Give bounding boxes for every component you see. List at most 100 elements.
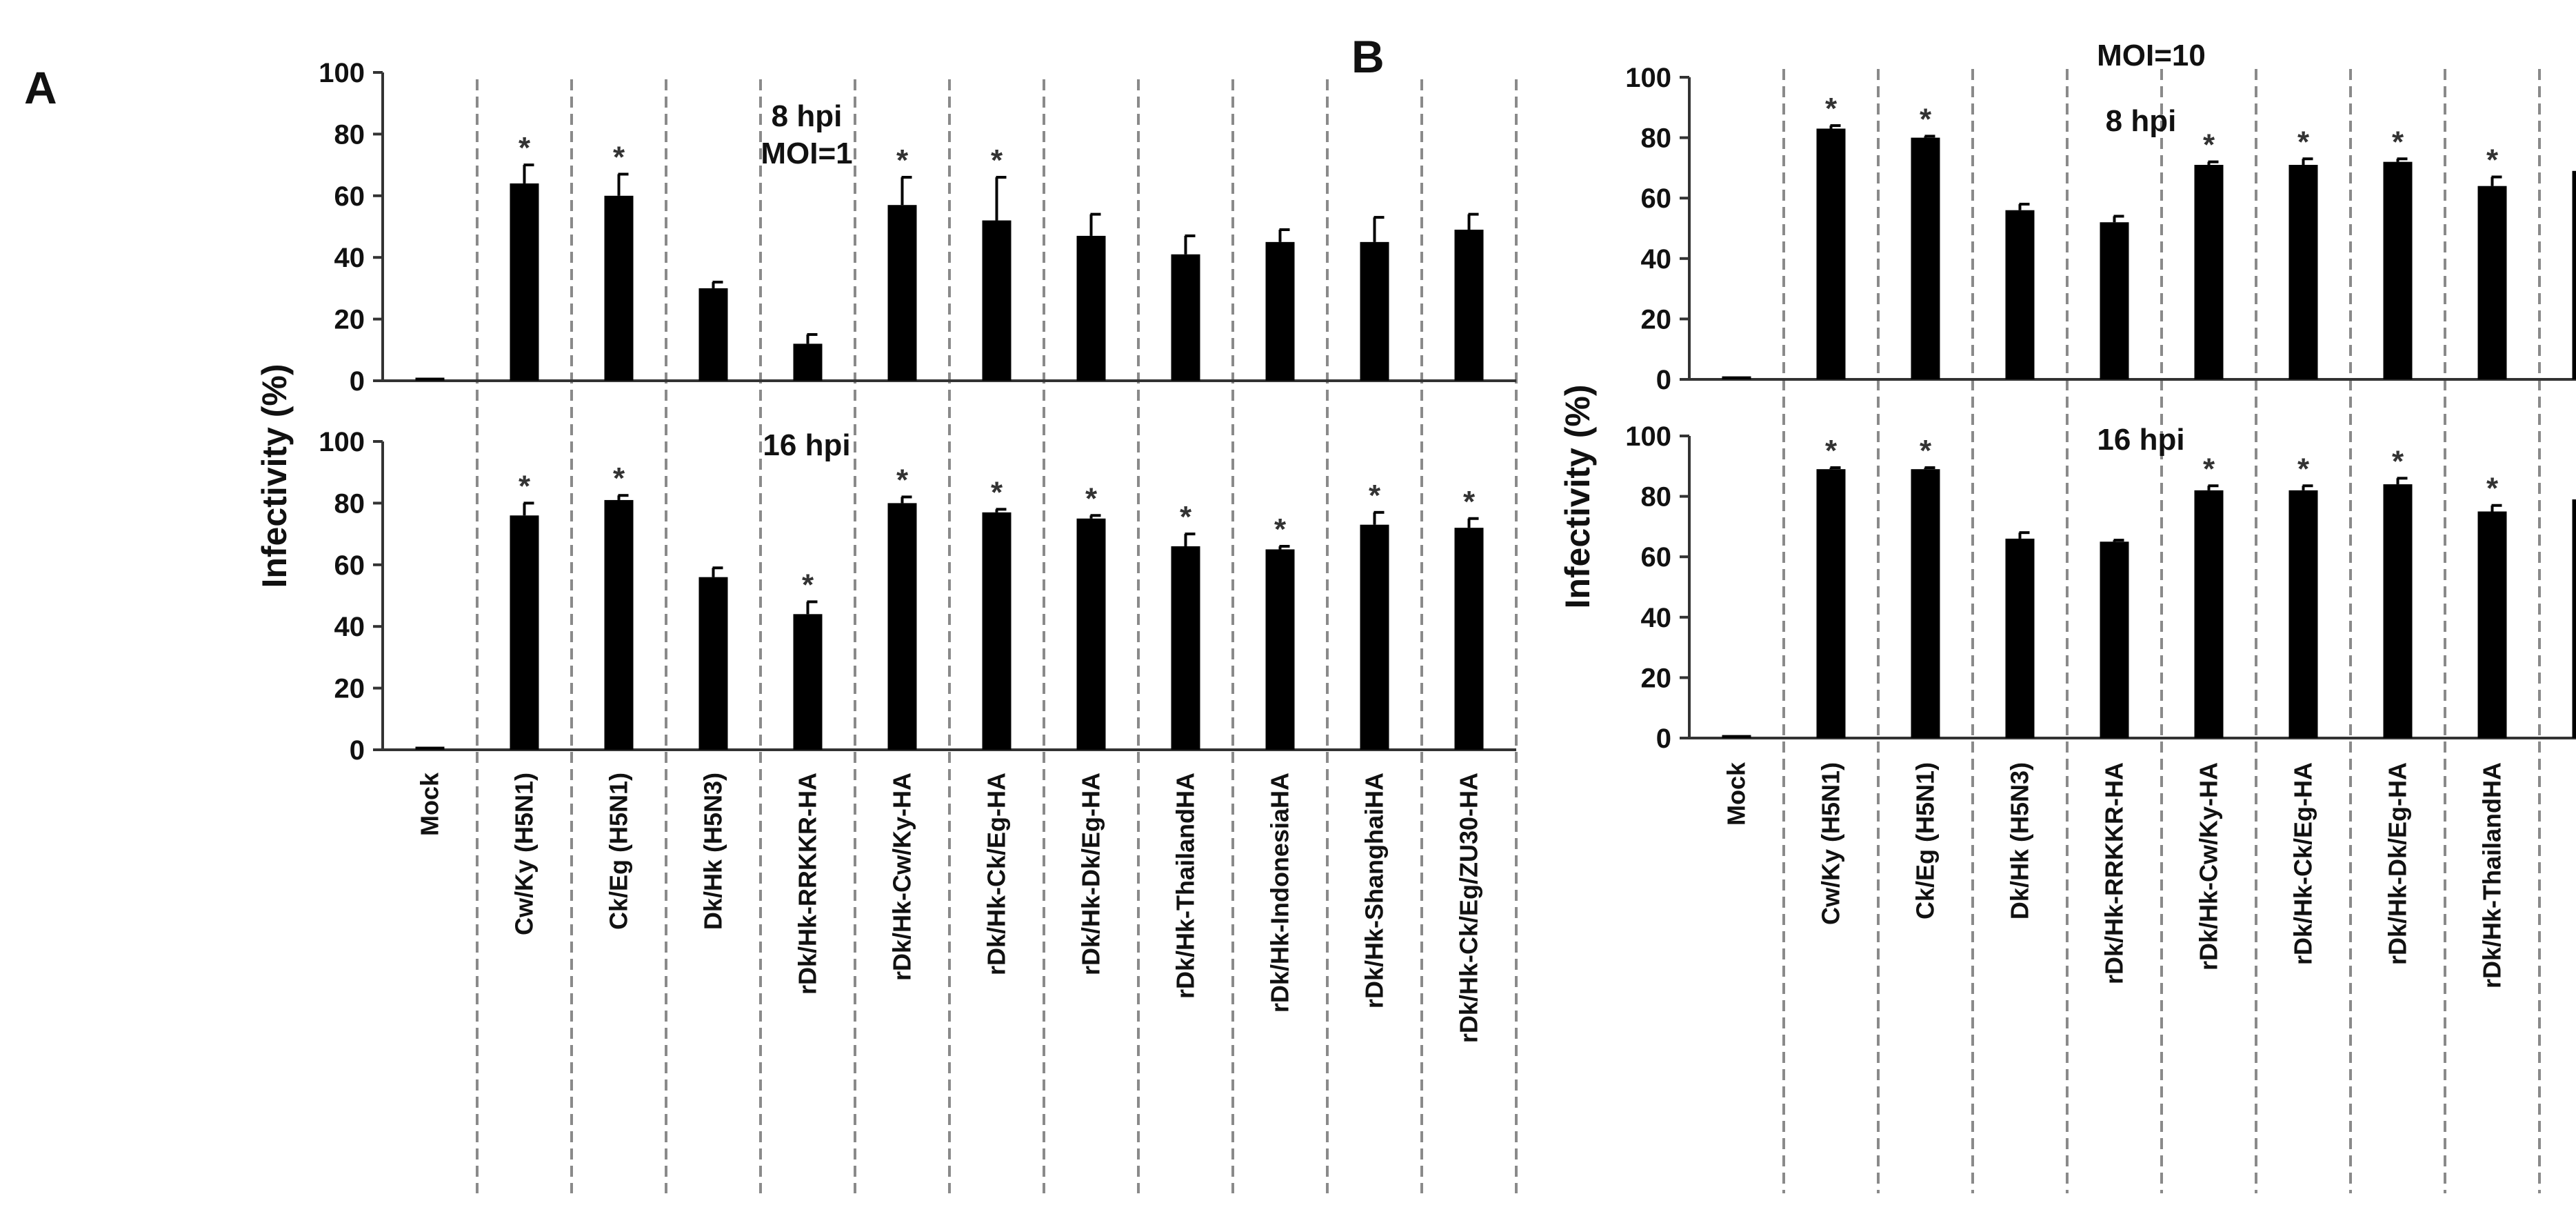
significance-star-sub-0-1: * xyxy=(519,131,531,165)
category-label-a-5: rDk/Hk-Cw/Ky-HA xyxy=(888,773,916,981)
bar-sub-2-3 xyxy=(2005,210,2035,379)
y-tick-label-sub-2-1: 20 xyxy=(1641,304,1672,335)
category-label-b-0: Mock xyxy=(1722,762,1751,826)
bar-sub-0-10 xyxy=(1360,241,1389,381)
bar-sub-0-0 xyxy=(415,377,445,381)
bar-sub-1-3 xyxy=(698,577,728,750)
subplot-a-16hpi: 0 20 40 60 80 100 16 hpi * * * * * * * * * * xyxy=(319,427,1516,766)
y-tick-label-sub-3-1: 20 xyxy=(1641,663,1672,693)
bar-sub-3-6 xyxy=(2288,490,2318,738)
significance-star-sub-1-9: * xyxy=(1274,513,1287,546)
significance-star-sub-1-8: * xyxy=(1180,500,1192,534)
bar-sub-0-3 xyxy=(698,288,728,381)
y-tick-label-sub-1-3: 60 xyxy=(334,550,365,581)
subplot-label-sub-0: 8 hpi xyxy=(772,99,843,133)
category-label-b-6: rDk/Hk-Ck/Eg-HA xyxy=(2289,762,2317,965)
moi-label-a: MOI=1 xyxy=(761,137,852,170)
panel-a: Infectivity (%) Mock Cw/Ky (H5N1) Ck/Eg (H… xyxy=(255,79,1518,1193)
y-tick-label-sub-2-0: 0 xyxy=(1656,365,1671,395)
bar-sub-2-9 xyxy=(2572,170,2576,379)
significance-star-sub-3-8: * xyxy=(2486,472,2499,506)
bar-sub-1-7 xyxy=(1076,518,1106,750)
bar-sub-2-5 xyxy=(2194,165,2224,379)
bar-sub-0-2 xyxy=(604,195,634,381)
bar-sub-3-4 xyxy=(2100,541,2129,738)
y-tick-label-sub-1-4: 80 xyxy=(334,488,365,519)
bar-sub-2-6 xyxy=(2288,165,2318,379)
panel-a-category-labels: Mock Cw/Ky (H5N1) Ck/Eg (H5N1) Dk/Hk (H5N3)… xyxy=(416,772,1483,1043)
bar-sub-1-6 xyxy=(982,512,1012,750)
panel-label-a: A xyxy=(24,62,57,113)
significance-star-sub-1-1: * xyxy=(519,469,531,503)
category-label-a-3: Dk/Hk (H5N3) xyxy=(699,773,727,930)
significance-star-sub-2-5: * xyxy=(2203,128,2215,162)
y-tick-label-sub-1-1: 20 xyxy=(334,674,365,704)
significance-star-sub-2-1: * xyxy=(1825,92,1838,126)
category-label-a-9: rDk/Hk-IndonesiaHA xyxy=(1266,773,1294,1013)
bar-sub-1-2 xyxy=(604,499,634,750)
bar-sub-2-0 xyxy=(1722,376,1751,379)
bar-sub-3-9 xyxy=(2572,499,2576,738)
category-label-a-10: rDk/Hk-ShanghaiHA xyxy=(1360,773,1389,1008)
y-tick-label-sub-2-4: 80 xyxy=(1641,123,1672,154)
significance-star-sub-1-5: * xyxy=(896,463,909,497)
bar-sub-2-7 xyxy=(2383,161,2413,379)
category-label-b-5: rDk/Hk-Cw/Ky-HA xyxy=(2195,762,2223,971)
y-tick-label-sub-0-2: 40 xyxy=(334,243,365,273)
category-label-b-7: rDk/Hk-Dk/Eg-HA xyxy=(2384,762,2412,965)
moi-label-b: MOI=10 xyxy=(2097,39,2206,72)
significance-star-sub-3-7: * xyxy=(2392,444,2404,478)
significance-star-sub-1-2: * xyxy=(613,461,625,495)
y-tick-label-sub-0-5: 100 xyxy=(319,58,365,88)
significance-star-sub-3-1: * xyxy=(1825,434,1838,468)
y-tick-label-sub-1-0: 0 xyxy=(350,735,365,766)
y-tick-label-sub-1-2: 40 xyxy=(334,612,365,642)
panel-a-separators xyxy=(476,79,1518,1193)
category-label-a-0: Mock xyxy=(416,772,444,836)
bar-sub-0-8 xyxy=(1171,254,1200,381)
bar-sub-0-11 xyxy=(1454,229,1484,381)
bar-sub-1-11 xyxy=(1454,528,1484,750)
y-tick-label-sub-2-2: 40 xyxy=(1641,244,1672,275)
category-label-b-2: Ck/Eg (H5N1) xyxy=(1911,762,1940,919)
significance-star-sub-2-2: * xyxy=(1920,102,1932,136)
y-tick-label-sub-0-4: 80 xyxy=(334,119,365,150)
significance-star-sub-0-6: * xyxy=(991,143,1003,177)
category-label-b-8: rDk/Hk-ThailandHA xyxy=(2478,762,2506,988)
bar-sub-3-2 xyxy=(1911,469,1940,738)
bar-sub-0-1 xyxy=(510,183,539,381)
bar-sub-2-1 xyxy=(1816,128,1846,379)
y-axis-label-a: Infectivity (%) xyxy=(255,364,294,588)
significance-star-sub-2-7: * xyxy=(2392,125,2404,159)
significance-star-sub-1-4: * xyxy=(802,568,814,601)
bar-sub-2-4 xyxy=(2100,222,2129,379)
significance-star-sub-2-6: * xyxy=(2297,125,2310,159)
significance-star-sub-3-2: * xyxy=(1920,434,1932,468)
bar-sub-3-1 xyxy=(1816,469,1846,738)
significance-star-sub-1-6: * xyxy=(991,475,1003,509)
bar-sub-3-7 xyxy=(2383,484,2413,738)
bar-sub-2-2 xyxy=(1911,137,1940,379)
category-label-b-1: Cw/Ky (H5N1) xyxy=(1817,762,1845,925)
subplot-label-sub-3: 16 hpi xyxy=(2097,423,2184,457)
y-axis-label-b: Infectivity (%) xyxy=(1558,384,1597,608)
subplot-label-sub-1: 16 hpi xyxy=(763,428,850,462)
y-tick-label-sub-1-5: 100 xyxy=(319,427,365,457)
y-tick-label-sub-2-3: 60 xyxy=(1641,183,1672,214)
category-label-a-2: Ck/Eg (H5N1) xyxy=(605,773,633,930)
y-tick-label-sub-0-3: 60 xyxy=(334,181,365,212)
significance-star-sub-3-5: * xyxy=(2203,452,2215,486)
y-tick-label-sub-3-2: 40 xyxy=(1641,603,1672,633)
y-tick-label-sub-2-5: 100 xyxy=(1625,63,1671,93)
category-label-a-6: rDk/Hk-Ck/Eg-HA xyxy=(983,773,1011,975)
bar-sub-3-5 xyxy=(2194,490,2224,738)
bar-sub-1-0 xyxy=(415,746,445,750)
category-label-b-3: Dk/Hk (H5N3) xyxy=(2006,762,2034,919)
significance-star-sub-1-7: * xyxy=(1085,481,1098,515)
y-tick-label-sub-0-0: 0 xyxy=(350,366,365,397)
y-tick-label-sub-3-3: 60 xyxy=(1641,542,1672,573)
panel-label-b: B xyxy=(1351,31,1385,82)
category-label-a-11: rDk/Hk-Ck/Eg/ZU30-HA xyxy=(1455,773,1483,1043)
